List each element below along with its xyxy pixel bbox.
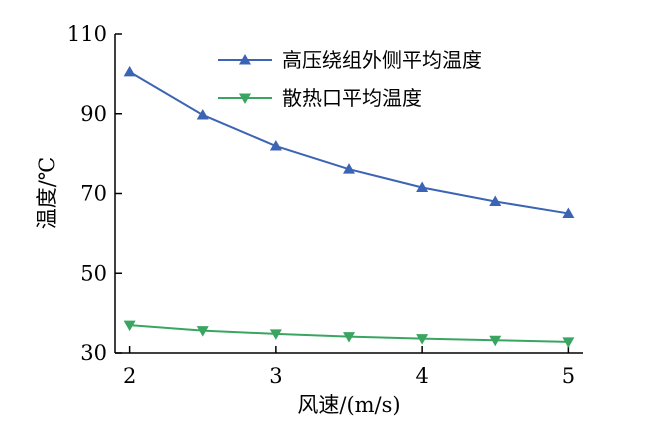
y-axis-title: 温度/℃ [35, 157, 59, 230]
y-ticks: 30 50 70 90 110 [67, 22, 122, 365]
y-tick-label: 90 [80, 102, 107, 126]
x-axis-title: 风速/(m/s) [297, 393, 400, 417]
y-tick-label: 50 [80, 261, 107, 285]
x-tick-label: 3 [269, 364, 282, 388]
data-point [489, 335, 502, 347]
data-point [196, 326, 209, 337]
legend-item: 高压绕组外侧平均温度 [218, 48, 482, 72]
legend-marker [239, 93, 251, 104]
data-point [416, 334, 429, 345]
series-1 [123, 65, 575, 218]
data-point [269, 140, 282, 151]
data-point [489, 195, 502, 206]
data-point [416, 181, 429, 193]
x-tick-label: 2 [123, 364, 136, 388]
data-point [343, 332, 355, 343]
legend-item: 散热口平均温度 [218, 86, 422, 110]
axes [114, 34, 583, 354]
y-tick-label: 70 [80, 182, 107, 206]
legend-label: 散热口平均温度 [282, 86, 422, 110]
data-point [123, 65, 136, 77]
legend-marker [239, 54, 251, 65]
series-2 [123, 320, 575, 348]
series-layer [123, 65, 575, 348]
data-point [123, 320, 136, 332]
data-point [269, 329, 282, 340]
x-tick-label: 5 [562, 364, 575, 388]
y-tick-label: 30 [80, 341, 107, 365]
data-point [196, 108, 209, 120]
data-point [562, 207, 575, 218]
y-tick-label: 110 [67, 22, 107, 46]
x-ticks: 2 3 4 5 [123, 346, 575, 388]
x-tick-label: 4 [415, 364, 428, 388]
data-point [562, 337, 575, 348]
legend-label: 高压绕组外侧平均温度 [282, 48, 482, 72]
data-point [343, 163, 355, 174]
